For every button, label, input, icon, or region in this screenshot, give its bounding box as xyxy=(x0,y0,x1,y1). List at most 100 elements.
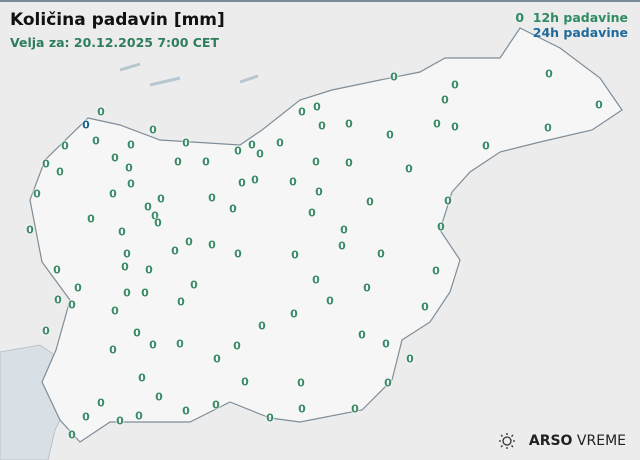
station-value-12h[interactable]: 0 xyxy=(297,376,305,390)
station-value-12h[interactable]: 0 xyxy=(229,202,237,216)
station-value-12h[interactable]: 0 xyxy=(53,263,61,277)
station-value-12h[interactable]: 0 xyxy=(326,294,334,308)
station-value-12h[interactable]: 0 xyxy=(345,156,353,170)
station-value-12h[interactable]: 0 xyxy=(256,147,264,161)
station-value-12h[interactable]: 0 xyxy=(42,157,50,171)
station-value-12h[interactable]: 0 xyxy=(109,343,117,357)
station-value-12h[interactable]: 0 xyxy=(174,155,182,169)
station-value-12h[interactable]: 0 xyxy=(345,117,353,131)
station-value-12h[interactable]: 0 xyxy=(123,286,131,300)
station-value-12h[interactable]: 0 xyxy=(151,209,159,223)
station-value-12h[interactable]: 0 xyxy=(545,67,553,81)
station-value-12h[interactable]: 0 xyxy=(258,319,266,333)
station-value-12h[interactable]: 0 xyxy=(116,414,124,428)
station-value-12h[interactable]: 0 xyxy=(208,238,216,252)
station-value-12h[interactable]: 0 xyxy=(313,100,321,114)
station-value-12h[interactable]: 0 xyxy=(149,338,157,352)
station-value-12h[interactable]: 0 xyxy=(190,278,198,292)
station-value-12h[interactable]: 0 xyxy=(308,206,316,220)
station-value-12h[interactable]: 0 xyxy=(97,396,105,410)
station-value-12h[interactable]: 0 xyxy=(298,105,306,119)
station-value-12h[interactable]: 0 xyxy=(318,119,326,133)
station-value-12h[interactable]: 0 xyxy=(266,411,274,425)
station-value-12h[interactable]: 0 xyxy=(92,134,100,148)
station-value-12h[interactable]: 0 xyxy=(289,175,297,189)
station-value-12h[interactable]: 0 xyxy=(135,409,143,423)
station-value-12h[interactable]: 0 xyxy=(441,93,449,107)
station-value-12h[interactable]: 0 xyxy=(290,307,298,321)
station-value-12h[interactable]: 0 xyxy=(26,223,34,237)
station-value-12h[interactable]: 0 xyxy=(123,247,131,261)
station-value-12h[interactable]: 0 xyxy=(155,390,163,404)
station-value-12h[interactable]: 0 xyxy=(149,123,157,137)
station-value-12h[interactable]: 0 xyxy=(595,98,603,112)
arso-logo[interactable]: ARSO VREME xyxy=(497,432,626,450)
station-value-12h[interactable]: 0 xyxy=(366,195,374,209)
station-value-12h[interactable]: 0 xyxy=(182,136,190,150)
station-value-12h[interactable]: 0 xyxy=(444,194,452,208)
station-value-12h[interactable]: 0 xyxy=(171,244,179,258)
station-value-12h[interactable]: 0 xyxy=(451,78,459,92)
station-value-12h[interactable]: 0 xyxy=(68,298,76,312)
station-value-12h[interactable]: 0 xyxy=(111,151,119,165)
station-value-12h[interactable]: 0 xyxy=(141,286,149,300)
station-value-12h[interactable]: 0 xyxy=(138,371,146,385)
station-value-12h[interactable]: 0 xyxy=(74,281,82,295)
station-value-12h[interactable]: 0 xyxy=(405,162,413,176)
station-value-12h[interactable]: 0 xyxy=(56,165,64,179)
station-value-12h[interactable]: 0 xyxy=(182,404,190,418)
station-value-12h[interactable]: 0 xyxy=(390,70,398,84)
station-value-12h[interactable]: 0 xyxy=(251,173,259,187)
station-value-12h[interactable]: 0 xyxy=(276,136,284,150)
station-value-12h[interactable]: 0 xyxy=(234,144,242,158)
station-value-24h[interactable]: 0 xyxy=(82,118,90,132)
station-value-12h[interactable]: 0 xyxy=(213,352,221,366)
station-value-12h[interactable]: 0 xyxy=(127,138,135,152)
station-value-12h[interactable]: 0 xyxy=(54,293,62,307)
station-value-12h[interactable]: 0 xyxy=(208,191,216,205)
station-value-12h[interactable]: 0 xyxy=(233,339,241,353)
station-value-12h[interactable]: 0 xyxy=(144,200,152,214)
station-value-12h[interactable]: 0 xyxy=(482,139,490,153)
station-value-12h[interactable]: 0 xyxy=(377,247,385,261)
station-value-12h[interactable]: 0 xyxy=(248,138,256,152)
station-value-12h[interactable]: 0 xyxy=(315,185,323,199)
station-value-12h[interactable]: 0 xyxy=(298,402,306,416)
station-value-12h[interactable]: 0 xyxy=(291,248,299,262)
station-value-12h[interactable]: 0 xyxy=(312,273,320,287)
station-value-12h[interactable]: 0 xyxy=(212,398,220,412)
station-value-12h[interactable]: 0 xyxy=(157,192,165,206)
station-value-12h[interactable]: 0 xyxy=(238,176,246,190)
station-value-12h[interactable]: 0 xyxy=(185,235,193,249)
station-value-12h[interactable]: 0 xyxy=(87,212,95,226)
station-value-12h[interactable]: 0 xyxy=(421,300,429,314)
station-value-12h[interactable]: 0 xyxy=(176,337,184,351)
station-value-12h[interactable]: 0 xyxy=(437,220,445,234)
station-value-12h[interactable]: 0 xyxy=(340,223,348,237)
station-value-12h[interactable]: 0 xyxy=(351,402,359,416)
station-value-12h[interactable]: 0 xyxy=(127,177,135,191)
station-value-12h[interactable]: 0 xyxy=(68,428,76,442)
station-value-12h[interactable]: 0 xyxy=(177,295,185,309)
station-value-12h[interactable]: 0 xyxy=(358,328,366,342)
station-value-12h[interactable]: 0 xyxy=(111,304,119,318)
station-value-12h[interactable]: 0 xyxy=(125,161,133,175)
station-value-12h[interactable]: 0 xyxy=(406,352,414,366)
station-value-12h[interactable]: 0 xyxy=(202,155,210,169)
station-value-12h[interactable]: 0 xyxy=(433,117,441,131)
station-value-12h[interactable]: 0 xyxy=(234,247,242,261)
station-value-12h[interactable]: 0 xyxy=(451,120,459,134)
station-value-12h[interactable]: 0 xyxy=(42,324,50,338)
station-value-12h[interactable]: 0 xyxy=(33,187,41,201)
station-value-12h[interactable]: 0 xyxy=(544,121,552,135)
station-value-12h[interactable]: 0 xyxy=(432,264,440,278)
station-value-12h[interactable]: 0 xyxy=(384,376,392,390)
station-value-12h[interactable]: 0 xyxy=(118,225,126,239)
station-value-12h[interactable]: 0 xyxy=(382,337,390,351)
station-value-12h[interactable]: 0 xyxy=(133,326,141,340)
station-value-12h[interactable]: 0 xyxy=(82,410,90,424)
station-value-12h[interactable]: 0 xyxy=(241,375,249,389)
station-value-12h[interactable]: 0 xyxy=(109,187,117,201)
station-value-12h[interactable]: 0 xyxy=(121,260,129,274)
